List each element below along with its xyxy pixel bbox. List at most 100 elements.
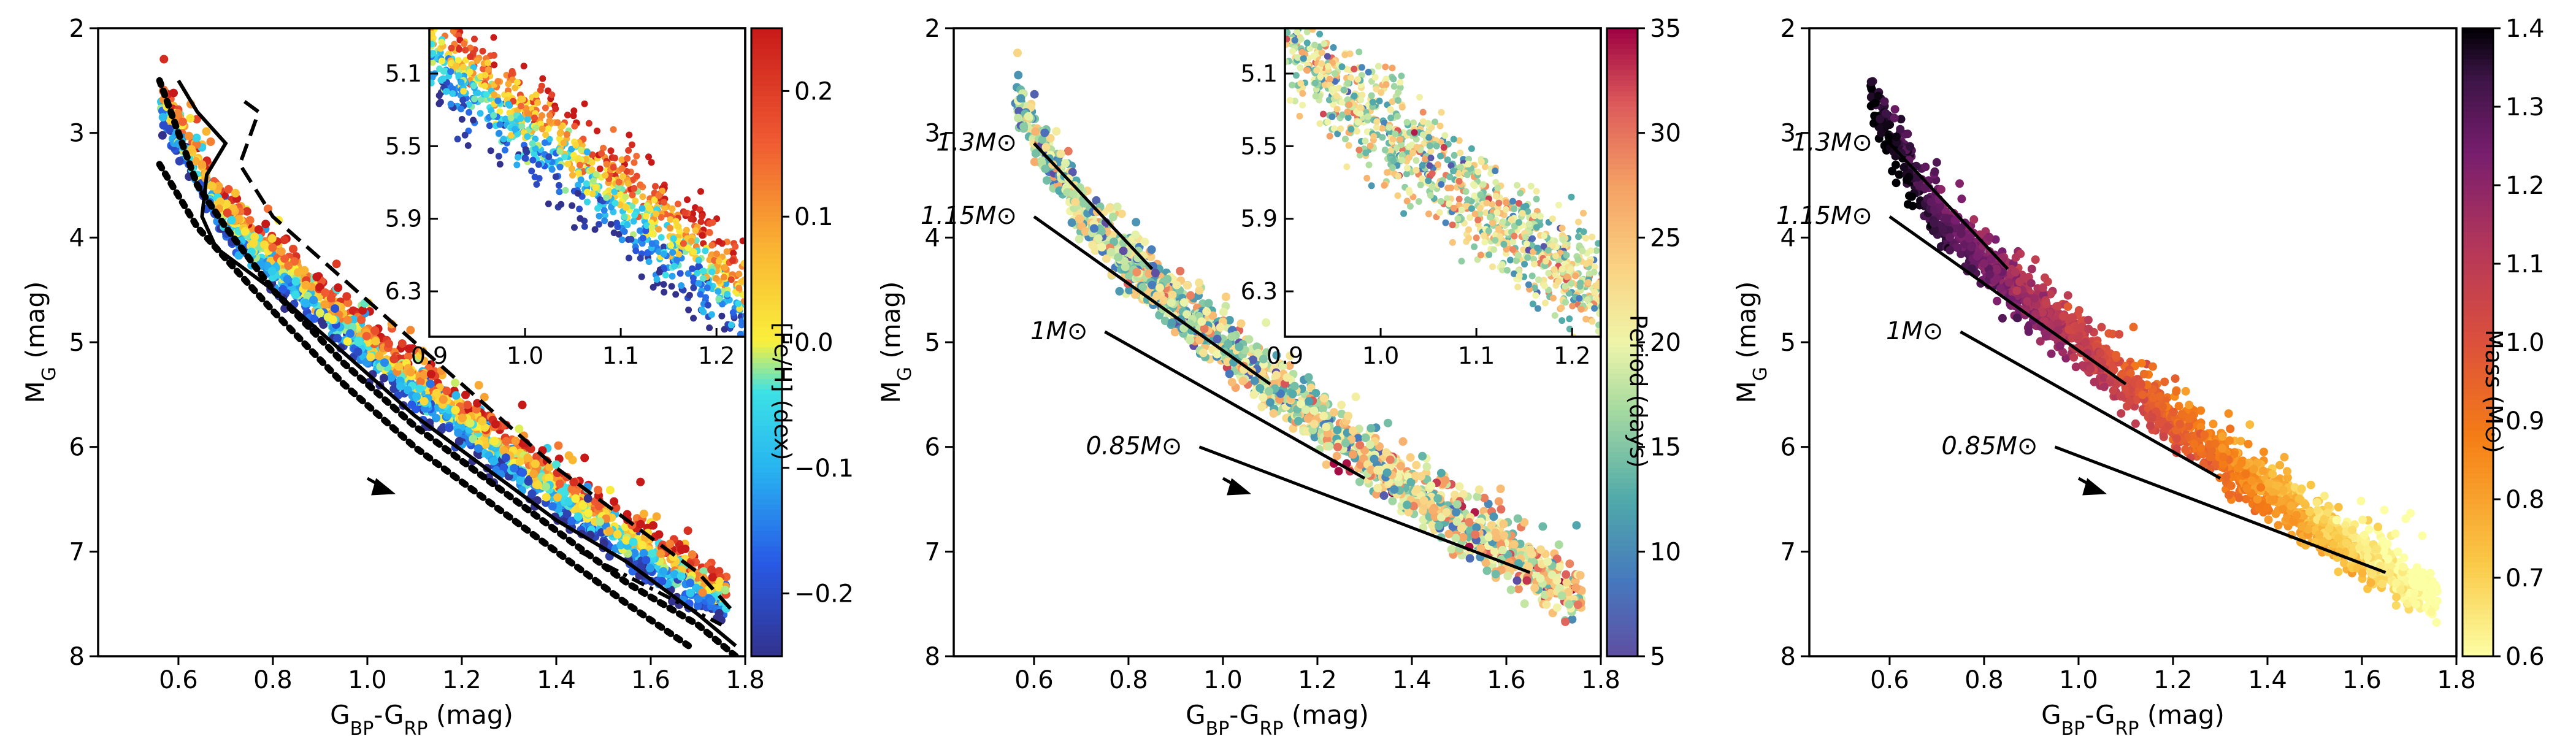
inset-point: [603, 194, 610, 201]
inset-point: [496, 161, 504, 168]
data-point: [657, 577, 667, 586]
inset-point: [633, 153, 640, 159]
data-point: [1561, 617, 1570, 626]
inset-point: [611, 155, 618, 162]
data-point: [1297, 399, 1306, 408]
data-point: [1543, 557, 1552, 566]
inset-point: [709, 219, 716, 226]
data-point: [1373, 466, 1382, 475]
inset-point: [694, 269, 701, 277]
inset-point: [639, 234, 646, 242]
inset-point: [539, 125, 546, 132]
data-point: [187, 145, 196, 154]
inset-point: [626, 131, 633, 139]
data-point: [1186, 291, 1195, 300]
inset-point: [657, 234, 665, 241]
inset-point: [507, 114, 515, 121]
data-point: [648, 549, 656, 558]
data-point: [1014, 71, 1023, 80]
inset-point: [700, 267, 707, 275]
inset-point: [1520, 246, 1527, 253]
data-point: [375, 351, 384, 361]
inset-point: [473, 57, 481, 64]
data-point: [580, 453, 589, 462]
inset-point: [556, 148, 564, 155]
data-point: [466, 419, 475, 428]
data-point: [1503, 572, 1512, 580]
inset-point: [629, 191, 636, 199]
inset-point: [455, 72, 462, 79]
inset-point: [584, 198, 591, 205]
inset-point: [572, 142, 580, 148]
inset-point: [1521, 261, 1528, 268]
data-point: [605, 526, 614, 535]
inset-point: [491, 91, 497, 98]
data-point: [1064, 147, 1073, 156]
data-point: [652, 512, 661, 521]
inset-point: [458, 105, 465, 113]
data-point: [1249, 355, 1257, 364]
inset-point: [680, 240, 687, 247]
inset-point: [1492, 178, 1500, 186]
inset-point: [461, 40, 468, 47]
data-point: [432, 389, 441, 397]
inset-point: [517, 115, 524, 122]
inset-point: [442, 88, 450, 95]
inset-point: [698, 306, 705, 313]
inset-points: [429, 19, 745, 337]
inset-point: [505, 80, 512, 88]
inset-point: [602, 172, 609, 179]
y-tick-label: 3: [69, 120, 85, 148]
data-point: [1444, 529, 1454, 539]
inset-point: [1292, 7, 1299, 14]
data-point: [1219, 307, 1228, 316]
data-point: [1132, 218, 1141, 227]
inset-point: [588, 166, 596, 173]
data-point: [229, 204, 238, 213]
data-point: [451, 391, 461, 400]
inset-point: [1444, 195, 1451, 202]
inset-point: [735, 285, 743, 292]
data-point: [564, 451, 573, 460]
data-point: [1398, 437, 1408, 446]
inset-point: [1363, 175, 1371, 182]
inset-point: [450, 19, 457, 26]
inset-point: [660, 281, 667, 288]
inset-point: [478, 96, 485, 103]
inset-point: [650, 283, 657, 291]
inset-point: [685, 306, 692, 313]
x-tick-label: 0.8: [253, 666, 293, 694]
data-point: [518, 401, 527, 410]
inset-point: [541, 139, 548, 147]
data-point: [1108, 212, 1117, 221]
data-point: [1225, 369, 1234, 378]
inset-point: [645, 258, 653, 266]
data-point: [371, 337, 380, 346]
inset-point: [556, 135, 563, 142]
data-point: [1216, 323, 1225, 332]
data-point: [1457, 523, 1466, 532]
data-point: [206, 137, 215, 147]
inset-point: [697, 218, 705, 226]
x-tick-label: 1.2: [442, 666, 481, 694]
data-point: [594, 485, 603, 494]
inset-point: [690, 315, 697, 322]
inset-point: [1365, 69, 1372, 76]
inset-point: [706, 324, 713, 331]
inset-point: [637, 255, 644, 262]
data-point: [583, 494, 592, 503]
data-point: [1019, 122, 1029, 131]
scatter-points: [157, 55, 731, 625]
inset-point: [1465, 226, 1472, 233]
data-point: [158, 113, 167, 122]
inset-x-tick-label: 1.1: [602, 342, 639, 369]
data-point: [1452, 508, 1460, 517]
inset-point: [578, 147, 585, 154]
data-point: [1061, 159, 1070, 168]
inset-point: [683, 226, 690, 234]
data-point: [1272, 351, 1281, 360]
inset-x-tick-label: 1.2: [698, 342, 735, 369]
inset-point: [479, 47, 486, 55]
data-point: [454, 428, 463, 437]
inset-point: [596, 212, 603, 220]
